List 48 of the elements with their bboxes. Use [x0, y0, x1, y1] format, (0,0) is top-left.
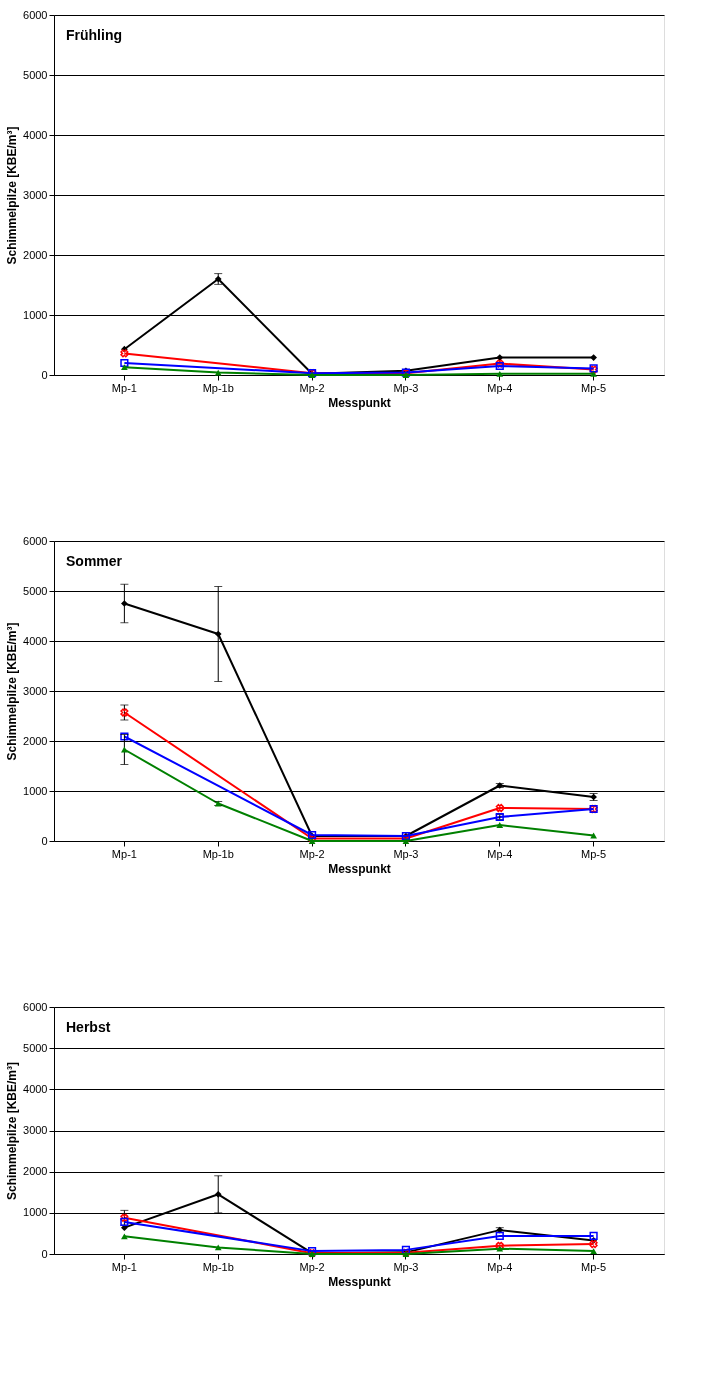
x-tick-label: Mp-1b [202, 381, 234, 394]
x-tick-label: Mp-1 [111, 381, 137, 394]
y-axis-title: Schimmelpilze [KBE/m³] [5, 622, 20, 761]
x-tick-label: Mp-4 [487, 1260, 513, 1273]
x-tick-label: Mp-4 [487, 847, 513, 860]
x-tick-label: Mp-1b [202, 847, 234, 860]
x-tick-label: Mp-1b [202, 1260, 234, 1273]
y-tick-label: 5000 [23, 1041, 48, 1054]
x-tick-label: Mp-5 [581, 847, 607, 860]
y-tick-label: 0 [41, 368, 48, 381]
x-axis-title: Messpunkt [328, 1274, 391, 1289]
y-tick-label: 0 [41, 834, 48, 847]
text: Herbst [66, 1019, 111, 1035]
y-tick-label: 6000 [23, 1000, 48, 1013]
x-tick-label: Mp-2 [299, 381, 325, 394]
y-tick-label: 1000 [23, 784, 48, 797]
x-tick-label: Mp-3 [393, 381, 419, 394]
y-axis-title: Schimmelpilze [KBE/m³] [5, 1061, 20, 1201]
y-tick-label: 4000 [23, 128, 48, 141]
x-tick-label: Mp-5 [581, 381, 607, 394]
y-tick-label: 2000 [23, 1165, 48, 1178]
x-tick-label: Mp-1 [111, 847, 137, 860]
y-tick-label: 3000 [23, 684, 48, 697]
x-tick-label: Mp-4 [487, 381, 513, 394]
x-tick-label: Mp-2 [299, 847, 325, 860]
y-tick-label: 2000 [23, 734, 48, 747]
y-tick-label: 4000 [23, 1082, 48, 1095]
y-tick-label: 1000 [23, 1206, 48, 1219]
y-tick-label: 6000 [23, 8, 48, 21]
y-tick-label: 3000 [23, 188, 48, 201]
x-axis-title: Messpunkt [328, 861, 391, 876]
text: Sommer [66, 553, 123, 569]
x-tick-label: Mp-1 [111, 1260, 137, 1273]
y-tick-label: 2000 [23, 248, 48, 261]
y-tick-label: 3000 [23, 1124, 48, 1136]
y-tick-label: 4000 [23, 634, 48, 647]
y-axis-title: Schimmelpilze [KBE/m³] [5, 126, 20, 265]
y-tick-label: 5000 [23, 584, 48, 597]
y-tick-label: 5000 [23, 68, 48, 81]
x-tick-label: Mp-3 [393, 847, 419, 860]
y-tick-label: 6000 [23, 534, 48, 547]
y-tick-label: 1000 [23, 308, 48, 321]
text: Frühling [66, 27, 122, 43]
x-tick-label: Mp-2 [299, 1260, 325, 1273]
x-axis-title: Messpunkt [328, 395, 391, 410]
y-tick-label: 0 [41, 1247, 48, 1260]
x-tick-label: Mp-3 [393, 1260, 419, 1273]
x-tick-label: Mp-5 [581, 1260, 607, 1273]
